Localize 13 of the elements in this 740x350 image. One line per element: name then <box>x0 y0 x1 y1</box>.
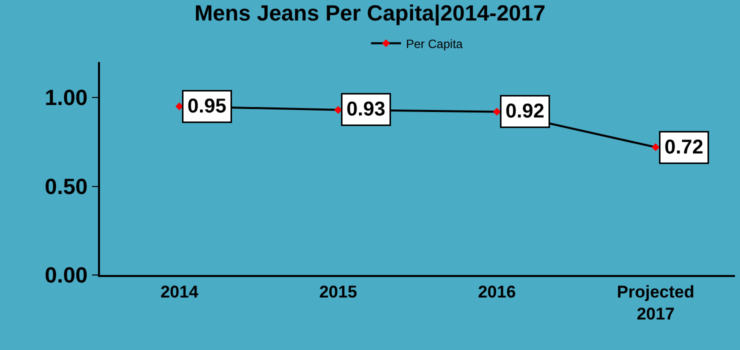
y-tick-label: 1.00 <box>44 85 88 110</box>
data-label: 0.92 <box>506 100 544 122</box>
x-tick-label: 2016 <box>478 282 516 302</box>
data-label: 0.95 <box>188 96 226 118</box>
x-tick-label: 2014 <box>160 282 199 302</box>
x-tick-label: Projected 2017 <box>616 282 694 324</box>
chart-title: Mens Jeans Per Capita|2014-2017 <box>194 0 546 26</box>
x-tick-label: 2015 <box>319 282 358 302</box>
y-tick-label: 0.00 <box>44 262 88 288</box>
data-label: 0.93 <box>346 98 386 120</box>
legend-label: Per Capita <box>406 36 464 51</box>
data-label: 0.72 <box>664 136 704 158</box>
y-tick-label: 0.50 <box>44 174 88 199</box>
